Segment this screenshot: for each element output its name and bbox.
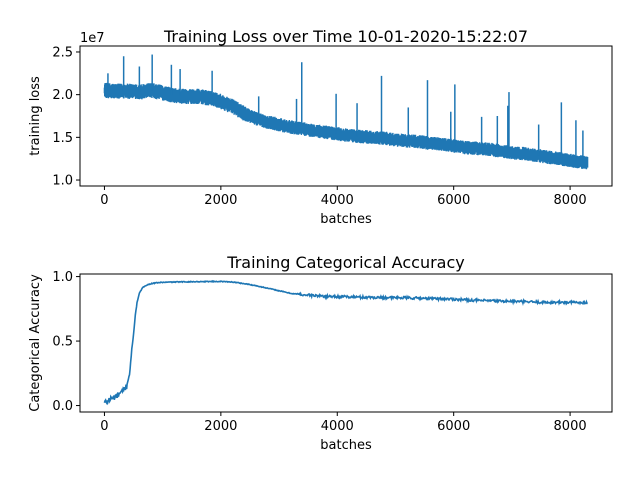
loss-y-tick-label: 2.5 — [52, 45, 73, 60]
loss-axes-frame — [79, 45, 613, 187]
accuracy-x-axis-label: batches — [320, 438, 372, 453]
accuracy-y-tick-label: 1.0 — [52, 270, 73, 285]
loss-y-tick-label: 2.0 — [52, 88, 73, 103]
loss-y-tick-label: 1.5 — [52, 131, 73, 146]
loss-x-tick-label: 8000 — [554, 193, 587, 208]
loss-x-ticks: 0 2000 4000 6000 8000 — [100, 186, 587, 208]
loss-x-tick-label: 0 — [100, 193, 108, 208]
accuracy-x-tick-label: 6000 — [437, 419, 470, 434]
accuracy-x-ticks: 0 2000 4000 6000 8000 — [100, 412, 587, 434]
loss-y-ticks: 1.0 1.5 2.0 2.5 — [52, 45, 80, 189]
accuracy-chart-title: Training Categorical Accuracy — [226, 253, 464, 272]
accuracy-x-tick-label: 4000 — [321, 419, 354, 434]
loss-x-tick-label: 6000 — [437, 193, 470, 208]
accuracy-x-tick-label: 2000 — [204, 419, 237, 434]
loss-x-axis-label: batches — [320, 212, 372, 227]
loss-plot: 0 2000 4000 6000 8000 1.0 1.5 2.0 2.5 Training … — [28, 27, 613, 227]
accuracy-y-tick-label: 0.5 — [52, 335, 73, 350]
loss-y-axis-label: training loss — [28, 76, 43, 156]
loss-x-tick-label: 4000 — [321, 193, 354, 208]
accuracy-plot: 0 2000 4000 6000 8000 0.0 0.5 1.0 Training Cat… — [28, 253, 613, 453]
accuracy-y-axis-label: Categorical Accuracy — [28, 274, 43, 412]
accuracy-series-line — [103, 279, 588, 406]
accuracy-x-tick-label: 8000 — [554, 419, 587, 434]
loss-offset-label: 1e7 — [80, 31, 105, 46]
loss-spikes — [107, 54, 584, 163]
accuracy-axes-frame — [79, 273, 613, 413]
accuracy-y-ticks: 0.0 0.5 1.0 — [52, 270, 80, 414]
loss-y-tick-label: 1.0 — [52, 174, 73, 189]
accuracy-x-tick-label: 0 — [100, 419, 108, 434]
loss-chart-title: Training Loss over Time 10-01-2020-15:22… — [163, 27, 528, 46]
loss-x-tick-label: 2000 — [204, 193, 237, 208]
accuracy-y-tick-label: 0.0 — [52, 399, 73, 414]
